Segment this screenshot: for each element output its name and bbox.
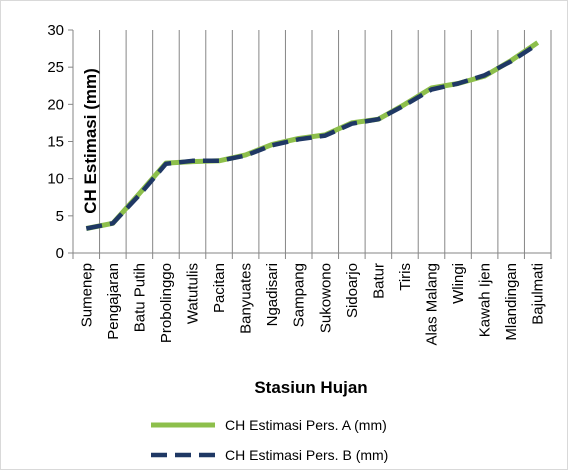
x-tick-label: Sumenep [78,263,95,327]
y-tick-label: 0 [56,245,64,262]
x-tick-label: Wlingi [450,263,467,304]
y-tick-label: 15 [47,134,64,151]
y-tick-label: 30 [47,22,64,39]
series-line-b [85,42,539,231]
gridlines [72,30,552,259]
x-tick-label: Probolinggo [158,263,175,343]
x-tick-label: Batur [370,263,387,299]
y-tick-labels: 0 5 10 15 20 25 30 [47,22,64,262]
x-tick-label: Sampang [291,263,308,327]
y-tick-label: 5 [56,208,64,225]
legend-label: CH Estimasi Pers. B (mm) [225,447,388,463]
axes [68,29,551,254]
x-tick-label: Alas Malang [424,263,441,346]
y-tick-label: 20 [47,96,64,113]
x-tick-labels: Sumenep Pengajaran Batu Putih Probolinggo Wa… [78,263,546,346]
x-tick-label: Mlandingan [503,263,520,341]
x-tick-label: Ngadisari [264,263,281,326]
x-tick-label: Watutulis [185,263,202,324]
y-tick-label: 10 [47,171,64,188]
legend: CH Estimasi Pers. A (mm) CH Estimasi Pers… [151,417,388,463]
x-tick-label: Kawah Ijen [477,263,494,337]
y-axis-title: CH Estimasi (mm) [81,68,100,213]
x-axis-title: Stasiun Hujan [254,378,367,397]
x-tick-label: Batu Putih [131,263,148,332]
x-tick-label: Banyuates [238,263,255,334]
legend-label: CH Estimasi Pers. A (mm) [225,417,387,433]
x-tick-label: Sidoarjo [344,263,361,318]
x-tick-label: Pengajaran [105,263,122,340]
x-tick-label: Sukowono [317,263,334,333]
series-lines [85,40,540,231]
x-tick-label: Pacitan [211,263,228,313]
x-tick-label: Tiris [397,263,414,291]
x-tick-label: Bajulmati [530,263,547,325]
y-tick-label: 25 [47,59,64,76]
